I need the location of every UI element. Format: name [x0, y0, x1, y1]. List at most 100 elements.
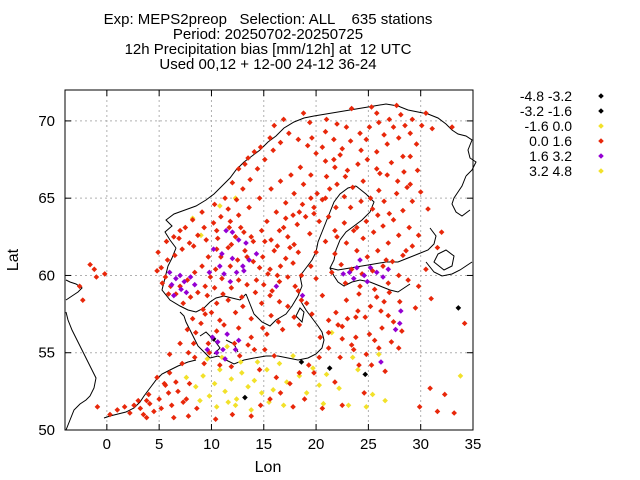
station-point	[390, 319, 397, 325]
station-point	[300, 110, 307, 116]
station-point	[355, 308, 361, 314]
station-point	[357, 130, 363, 137]
station-point	[190, 243, 197, 249]
station-point	[217, 263, 223, 269]
station-point	[200, 373, 206, 379]
station-point	[313, 249, 319, 256]
station-point	[270, 147, 276, 154]
station-point	[242, 161, 248, 167]
station-point	[451, 410, 457, 416]
station-point	[361, 272, 367, 279]
station-point	[233, 269, 240, 276]
station-point	[213, 349, 220, 356]
station-point	[171, 234, 177, 240]
station-point	[375, 247, 381, 254]
station-point	[280, 224, 287, 231]
station-point	[332, 379, 338, 385]
station-point	[223, 227, 229, 234]
station-point	[246, 204, 252, 211]
station-point	[259, 325, 266, 331]
station-point	[143, 397, 150, 404]
station-point	[237, 359, 244, 365]
station-point	[220, 346, 226, 353]
station-point	[326, 365, 333, 371]
station-point	[242, 247, 248, 254]
x-tick-label: 25	[360, 436, 377, 453]
station-point	[325, 329, 332, 336]
station-point	[240, 186, 246, 192]
station-point	[339, 402, 346, 409]
station-point	[254, 166, 261, 172]
station-point	[190, 340, 197, 347]
station-point	[218, 213, 224, 220]
station-point	[274, 272, 281, 279]
station-point	[256, 366, 263, 373]
station-point	[375, 212, 381, 218]
station-point	[388, 159, 395, 166]
station-point	[373, 269, 380, 276]
station-point	[322, 195, 329, 201]
station-point	[274, 243, 281, 249]
station-point	[311, 204, 317, 211]
station-point	[277, 178, 284, 184]
station-point	[344, 315, 351, 322]
station-point	[319, 292, 326, 299]
station-point	[241, 268, 247, 274]
station-point	[271, 247, 278, 254]
station-point	[267, 266, 273, 273]
y-tick-label: 70	[38, 113, 55, 130]
station-point	[360, 235, 366, 242]
station-point	[415, 283, 422, 290]
station-point	[242, 394, 248, 401]
station-point	[290, 260, 296, 266]
station-point	[226, 224, 233, 231]
y-tick-label: 55	[38, 345, 55, 362]
coastline-scotland	[65, 279, 83, 301]
station-point	[369, 391, 376, 398]
station-point	[299, 201, 306, 208]
station-point	[200, 306, 206, 313]
legend-marker	[598, 93, 604, 99]
station-point	[232, 402, 239, 409]
station-point	[328, 329, 335, 336]
station-point	[323, 116, 330, 123]
station-point	[280, 402, 287, 409]
station-point	[290, 212, 296, 218]
station-point	[165, 390, 172, 396]
station-point	[407, 153, 414, 160]
station-point	[385, 266, 392, 273]
station-point	[300, 181, 307, 188]
station-point	[308, 195, 314, 201]
station-point	[388, 339, 395, 345]
station-point	[385, 240, 392, 246]
station-point	[358, 147, 364, 154]
station-point	[224, 331, 230, 337]
station-point	[181, 278, 188, 285]
station-point	[221, 322, 227, 328]
station-point	[285, 234, 291, 240]
station-point	[217, 366, 223, 373]
station-point	[309, 135, 315, 141]
station-point	[348, 342, 355, 348]
station-point	[400, 153, 406, 160]
station-point	[363, 404, 370, 410]
station-point	[396, 320, 403, 327]
station-point	[362, 314, 369, 320]
station-point	[91, 266, 98, 273]
station-point	[164, 257, 171, 263]
station-point	[222, 195, 228, 201]
station-point	[376, 351, 382, 358]
station-point	[395, 135, 402, 141]
station-point	[381, 132, 387, 138]
station-point	[166, 269, 173, 276]
y-tick-label: 60	[38, 267, 55, 284]
station-point	[350, 275, 357, 282]
station-point	[280, 116, 287, 123]
station-point	[316, 218, 323, 225]
station-point	[380, 263, 386, 269]
station-point	[276, 278, 283, 285]
station-point	[277, 139, 284, 146]
station-point	[252, 289, 259, 296]
station-point	[206, 393, 213, 399]
